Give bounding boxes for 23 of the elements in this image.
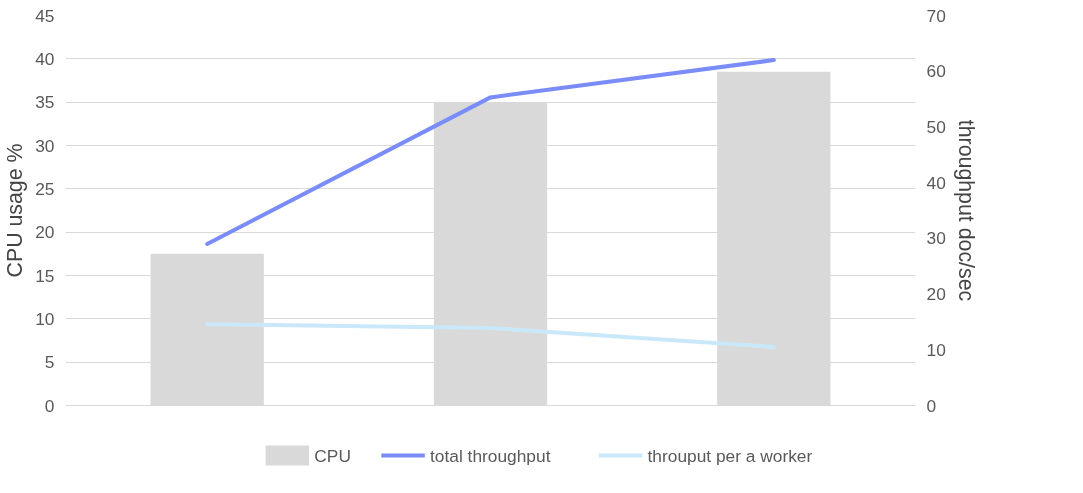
y-tick-label: 5 (44, 352, 55, 373)
y2-tick-label: 70 (926, 5, 946, 26)
y-tick-label: 25 (35, 178, 55, 199)
y-tick-label: 40 (35, 48, 55, 69)
y-tick-label: 45 (35, 5, 55, 26)
y2-tick-label: 30 (926, 228, 946, 249)
y-tick-label: 10 (35, 308, 55, 329)
legend-label: total throughput (430, 445, 551, 466)
y2-tick-label: 40 (926, 172, 946, 193)
y2-tick-label: 10 (926, 339, 946, 360)
y2-tick-label: 0 (926, 395, 937, 416)
legend-label: CPU (314, 445, 351, 466)
y2-tick-label: 50 (926, 116, 946, 137)
y-tick-label: 20 (35, 222, 55, 243)
legend-label: throuput per a worker (647, 445, 813, 466)
y2-axis-title: throughput doc/sec (953, 119, 978, 302)
y2-tick-label: 20 (926, 284, 946, 305)
y-axis-title: CPU usage % (3, 143, 28, 278)
y-tick-label: 30 (35, 135, 55, 156)
y-tick-label: 35 (35, 92, 55, 113)
y-tick-label: 15 (35, 265, 55, 286)
y2-tick-label: 60 (926, 61, 946, 82)
y-tick-label: 0 (44, 395, 55, 416)
